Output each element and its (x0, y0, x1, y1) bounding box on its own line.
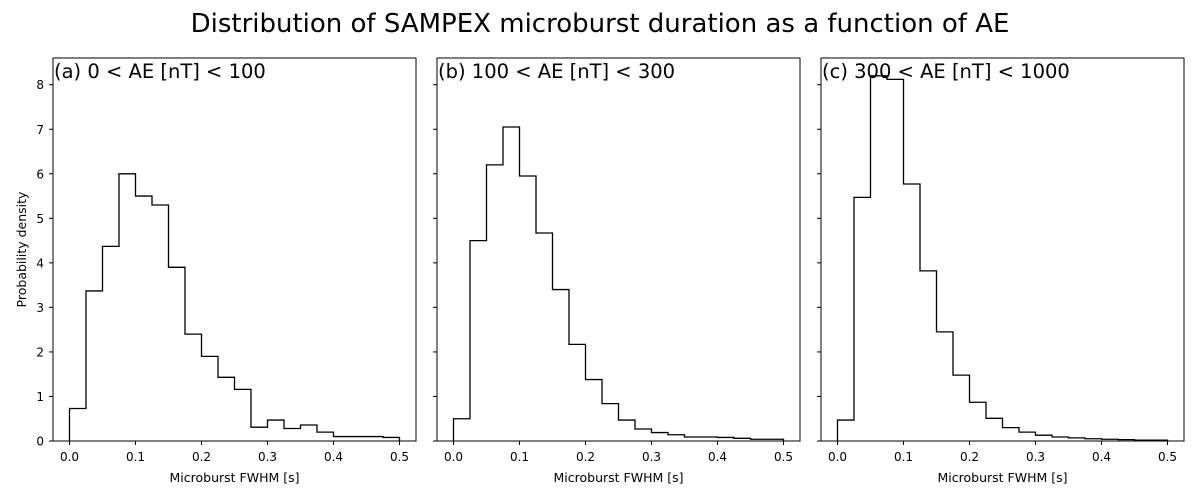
y-tick-label: 2 (36, 345, 44, 359)
x-tick-label: 0.2 (960, 450, 979, 464)
chart-panel: 0.0 0.1 0.2 0.3 0.4 0.5 Microburst FWHM [s] (c)… (817, 57, 1185, 485)
x-tick-label: 0.0 (60, 450, 79, 464)
axes-frame (52, 57, 417, 442)
panel-label: (b) 100 < AE [nT] < 300 (438, 60, 675, 83)
x-axis-label: Microburst FWHM [s] (938, 470, 1068, 485)
x-tick-label: 0.3 (642, 450, 661, 464)
x-tick-label: 0.3 (258, 450, 277, 464)
x-tick-label: 0.2 (576, 450, 595, 464)
chart-panel: 0.0 0.1 0.2 0.3 0.4 0.5 0 1 2 3 4 5 6 7 8 Microburst FW… (14, 57, 417, 485)
axes-frame (820, 57, 1185, 442)
x-axis-label: Microburst FWHM [s] (554, 470, 684, 485)
x-tick-label: 0.1 (126, 450, 145, 464)
x-tick-label: 0.1 (894, 450, 913, 464)
x-tick-label: 0.4 (324, 450, 343, 464)
x-tick-label: 0.4 (708, 450, 727, 464)
x-tick-label: 0.4 (1092, 450, 1111, 464)
chart-panels: 0.0 0.1 0.2 0.3 0.4 0.5 0 1 2 3 4 5 6 7 8 Microburst FW… (14, 57, 1185, 485)
x-tick-label: 0.5 (1158, 450, 1177, 464)
x-tick-label: 0.3 (1026, 450, 1045, 464)
y-axis-label: Probability density (14, 191, 29, 307)
histogram-step-outline (68, 173, 401, 441)
x-tick-label: 0.5 (390, 450, 409, 464)
x-tick-label: 0.2 (192, 450, 211, 464)
histogram-step-outline (452, 126, 785, 441)
panel-label: (a) 0 < AE [nT] < 100 (54, 60, 266, 83)
panel-label: (c) 300 < AE [nT] < 1000 (822, 60, 1070, 83)
x-tick-label: 0.0 (444, 450, 463, 464)
y-tick-label: 7 (36, 123, 44, 137)
x-tick-label: 0.5 (774, 450, 793, 464)
figure-title: Distribution of SAMPEX microburst durati… (191, 9, 1010, 39)
y-tick-label: 8 (36, 78, 44, 92)
y-tick-label: 6 (36, 167, 44, 181)
y-tick-label: 1 (36, 390, 44, 404)
y-tick-label: 3 (36, 301, 44, 315)
y-tick-label: 5 (36, 212, 44, 226)
chart-panel: 0.0 0.1 0.2 0.3 0.4 0.5 Microburst FWHM [s] (b)… (433, 57, 801, 485)
x-tick-label: 0.0 (828, 450, 847, 464)
histogram-step-outline (836, 75, 1169, 441)
y-tick-label: 0 (36, 435, 44, 449)
x-axis-label: Microburst FWHM [s] (170, 470, 300, 485)
y-tick-label: 4 (36, 256, 44, 270)
x-tick-label: 0.1 (510, 450, 529, 464)
axes-frame (436, 57, 801, 442)
